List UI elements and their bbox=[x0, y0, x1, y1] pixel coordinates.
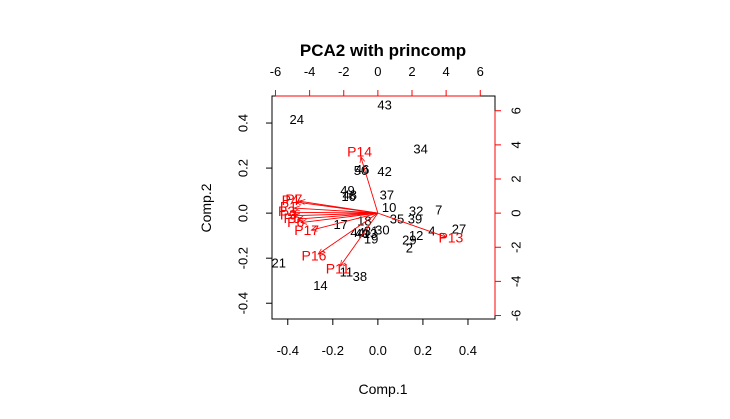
observation-label: 21 bbox=[272, 255, 286, 270]
observation-label: 48 bbox=[342, 188, 356, 203]
loading-arrow bbox=[293, 212, 378, 213]
loading-label: P13 bbox=[438, 229, 463, 245]
y-axis-label: Comp.2 bbox=[198, 183, 214, 232]
loading-label: P7 bbox=[285, 191, 302, 207]
observation-label: 46 bbox=[355, 162, 369, 177]
observation-label: 12 bbox=[409, 228, 423, 243]
loading-label: P3 bbox=[280, 207, 297, 223]
y-tick-label: 0.0 bbox=[235, 204, 250, 222]
right-tick-label: 4 bbox=[508, 141, 523, 148]
loading-label: P6 bbox=[287, 214, 304, 230]
y-axis: -0.4 -0.2 0.0 0.2 0.4 bbox=[235, 114, 272, 314]
top-tick-label: 4 bbox=[443, 64, 450, 79]
observation-label: 14 bbox=[313, 278, 327, 293]
loading-arrow bbox=[294, 213, 378, 216]
top-tick-label: -6 bbox=[270, 64, 282, 79]
loading-label: P4 bbox=[282, 192, 299, 208]
y-tick-label: -0.4 bbox=[235, 292, 250, 314]
observation-label: 11 bbox=[340, 264, 354, 279]
top-loading-axis: -6 -4 -2 0 2 4 6 bbox=[270, 64, 484, 97]
observation-label: 27 bbox=[452, 221, 466, 236]
right-loading-axis: -6 -4 -2 0 2 4 6 bbox=[494, 107, 523, 322]
observation-label: 16 bbox=[341, 189, 355, 204]
observation-label: 29 bbox=[402, 233, 416, 248]
y-tick-label: 0.2 bbox=[235, 159, 250, 177]
x-tick-label: 0.2 bbox=[414, 343, 432, 358]
x-axis: -0.4 -0.2 0.0 0.2 0.4 bbox=[277, 318, 477, 358]
loading-label: P16 bbox=[302, 248, 327, 264]
top-tick-label: -4 bbox=[304, 64, 316, 79]
observation-label: 24 bbox=[290, 112, 304, 127]
loading-arrow bbox=[377, 212, 446, 237]
observation-label: 34 bbox=[413, 141, 427, 156]
observation-label: 19 bbox=[364, 232, 378, 247]
right-tick-label: -6 bbox=[508, 310, 523, 322]
loading-arrow bbox=[294, 208, 378, 214]
loading-arrow bbox=[318, 212, 379, 254]
x-tick-label: 0.4 bbox=[459, 343, 477, 358]
observation-label: 4 bbox=[428, 224, 435, 239]
observation-label: 43 bbox=[377, 98, 391, 113]
x-tick-label: -0.4 bbox=[277, 343, 299, 358]
observation-label: 32 bbox=[409, 203, 423, 218]
loading-arrow bbox=[299, 201, 378, 214]
loading-label: P17 bbox=[294, 222, 319, 238]
top-tick-label: 2 bbox=[408, 64, 415, 79]
loading-arrow bbox=[340, 212, 379, 266]
x-tick-label: 0.0 bbox=[369, 343, 387, 358]
loading-label: P14 bbox=[347, 144, 372, 160]
loading-arrow bbox=[298, 212, 378, 219]
observation-label: 10 bbox=[382, 200, 396, 215]
observation-label: 50 bbox=[354, 163, 368, 178]
observation-label: 37 bbox=[380, 188, 394, 203]
observation-label: 38 bbox=[353, 269, 367, 284]
loading-label: P11 bbox=[326, 260, 350, 276]
observation-label: 39 bbox=[408, 211, 422, 226]
x-tick-label: -0.2 bbox=[322, 343, 344, 358]
x-axis-label: Comp.1 bbox=[358, 381, 407, 397]
right-tick-label: 0 bbox=[508, 210, 523, 217]
loading-label: P2 bbox=[278, 203, 295, 219]
y-tick-label: -0.2 bbox=[235, 247, 250, 269]
loading-arrow bbox=[361, 157, 379, 214]
loading-arrow bbox=[311, 212, 378, 230]
observation-label: 17 bbox=[333, 217, 347, 232]
observation-label: 42 bbox=[377, 164, 391, 179]
right-tick-label: 2 bbox=[508, 175, 523, 182]
observation-label: 2 bbox=[406, 241, 413, 256]
right-tick-label: -4 bbox=[508, 276, 523, 288]
observation-label: 7 bbox=[435, 202, 442, 217]
right-tick-label: 6 bbox=[508, 107, 523, 114]
top-tick-label: -2 bbox=[338, 64, 350, 79]
top-tick-label: 6 bbox=[477, 64, 484, 79]
observation-label: 49 bbox=[340, 183, 354, 198]
observation-label: 30 bbox=[375, 223, 389, 238]
right-tick-label: -2 bbox=[508, 241, 523, 253]
top-tick-label: 0 bbox=[374, 64, 381, 79]
chart-title: PCA2 with princomp bbox=[300, 41, 466, 60]
y-tick-label: 0.4 bbox=[235, 114, 250, 132]
loading-arrow bbox=[301, 212, 378, 222]
loading-label: P5 bbox=[283, 210, 300, 226]
observation-label: 35 bbox=[390, 211, 404, 226]
